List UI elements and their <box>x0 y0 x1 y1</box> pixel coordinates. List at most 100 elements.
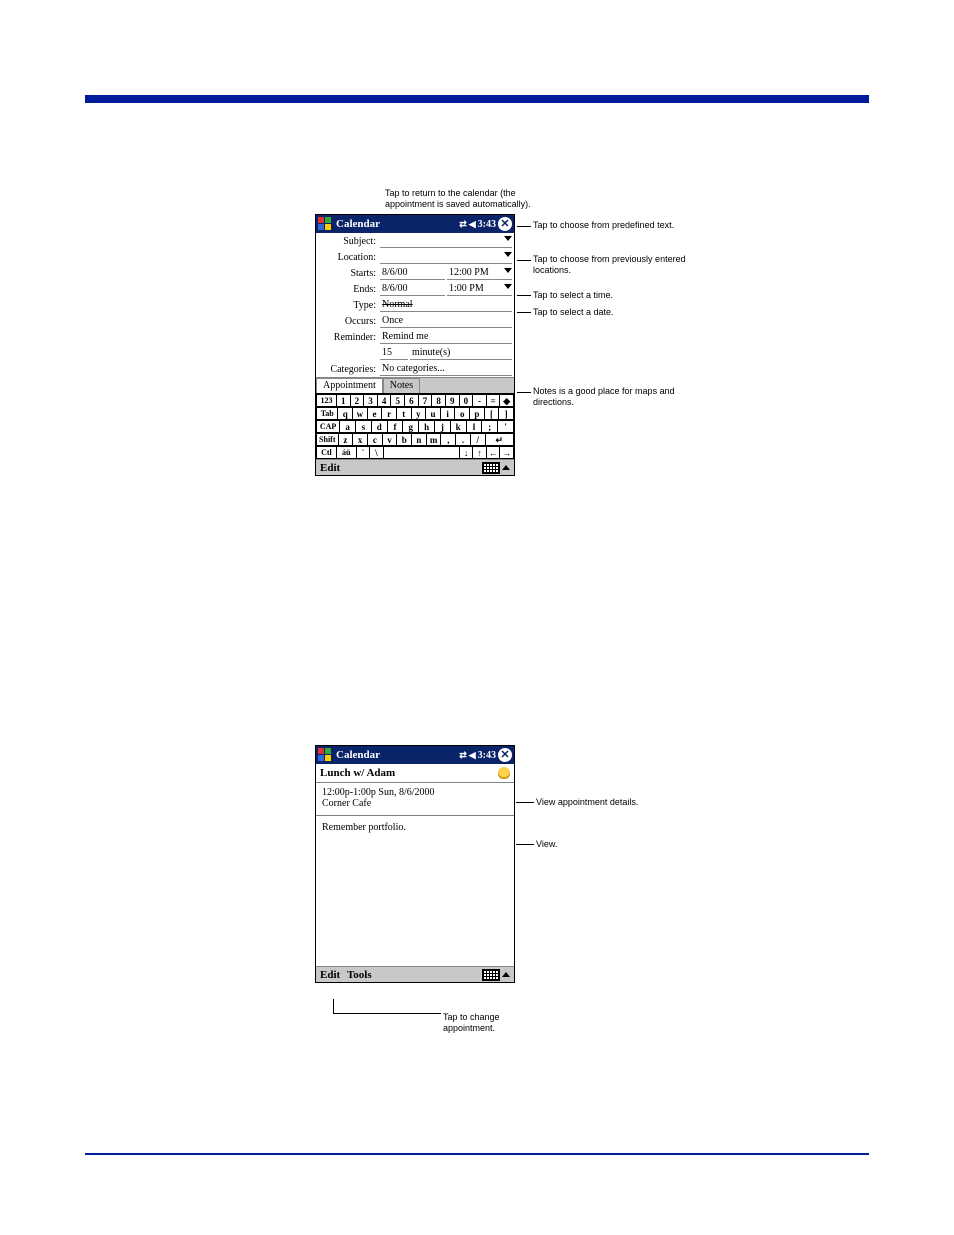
key-◆[interactable]: ◆ <box>500 394 514 407</box>
key-m[interactable]: m <box>427 433 442 446</box>
edit-menu[interactable]: Edit <box>320 969 340 981</box>
key-x[interactable]: x <box>353 433 368 446</box>
key-↵[interactable]: ↵ <box>486 433 514 446</box>
key-f[interactable]: f <box>388 420 404 433</box>
sip-keyboard-icon[interactable] <box>482 969 500 981</box>
volume-icon[interactable]: ◀ <box>469 215 476 233</box>
key-←[interactable]: ← <box>487 446 501 459</box>
key-123[interactable]: 123 <box>316 394 337 407</box>
key-g[interactable]: g <box>403 420 419 433</box>
categories-input[interactable]: No categories... <box>380 362 512 376</box>
key-0[interactable]: 0 <box>460 394 474 407</box>
key-a[interactable]: a <box>340 420 356 433</box>
reminder-qty-input[interactable]: 15 <box>380 346 408 360</box>
kbd-row-5: Ctláü`\ ↓↑←→ <box>316 446 514 459</box>
key-u[interactable]: u <box>426 407 441 420</box>
key-][interactable]: ] <box>499 407 514 420</box>
key-↑[interactable]: ↑ <box>473 446 487 459</box>
chevron-down-icon[interactable] <box>504 252 512 257</box>
key-w[interactable]: w <box>353 407 368 420</box>
key-y[interactable]: y <box>412 407 427 420</box>
ok-close-button[interactable]: ✕ <box>498 217 512 231</box>
key-`[interactable]: ` <box>357 446 371 459</box>
key-space[interactable] <box>384 446 460 459</box>
key-t[interactable]: t <box>397 407 412 420</box>
location-input[interactable] <box>380 250 512 264</box>
key-.[interactable]: . <box>456 433 471 446</box>
key-,[interactable]: , <box>441 433 456 446</box>
key-r[interactable]: r <box>382 407 397 420</box>
key-s[interactable]: s <box>356 420 372 433</box>
type-input[interactable]: Normal <box>380 298 512 312</box>
key-9[interactable]: 9 <box>446 394 460 407</box>
chevron-down-icon[interactable] <box>504 236 512 241</box>
sip-selector-arrow-icon[interactable] <box>502 972 510 977</box>
sip-keyboard-icon[interactable] <box>482 462 500 474</box>
tab-notes[interactable]: Notes <box>383 378 420 393</box>
key-z[interactable]: z <box>339 433 354 446</box>
key-→[interactable]: → <box>500 446 514 459</box>
title-text: Calendar <box>334 215 459 233</box>
key-i[interactable]: i <box>441 407 456 420</box>
separator <box>316 815 514 816</box>
clock[interactable]: 3:43 <box>478 219 496 230</box>
key-\[interactable]: \ <box>370 446 384 459</box>
key-5[interactable]: 5 <box>391 394 405 407</box>
key-q[interactable]: q <box>338 407 353 420</box>
reminder-input[interactable]: Remind me <box>380 330 512 344</box>
start-flag-icon[interactable] <box>316 215 334 233</box>
ok-close-button[interactable]: ✕ <box>498 748 512 762</box>
key-/[interactable]: / <box>471 433 486 446</box>
key-k[interactable]: k <box>451 420 467 433</box>
tools-menu[interactable]: Tools <box>347 969 372 981</box>
key-áü[interactable]: áü <box>337 446 357 459</box>
key-o[interactable]: o <box>455 407 470 420</box>
key-8[interactable]: 8 <box>432 394 446 407</box>
key-l[interactable]: l <box>467 420 483 433</box>
key-=[interactable]: = <box>487 394 501 407</box>
key-1[interactable]: 1 <box>337 394 351 407</box>
key-2[interactable]: 2 <box>351 394 365 407</box>
key-6[interactable]: 6 <box>405 394 419 407</box>
key-7[interactable]: 7 <box>419 394 433 407</box>
key-b[interactable]: b <box>397 433 412 446</box>
edit-menu[interactable]: Edit <box>320 462 340 474</box>
subject-input[interactable] <box>380 234 512 248</box>
starts-time-input[interactable]: 12:00 PM <box>447 266 512 280</box>
key-Tab[interactable]: Tab <box>316 407 338 420</box>
sip-selector-arrow-icon[interactable] <box>502 465 510 470</box>
key-Ctl[interactable]: Ctl <box>316 446 337 459</box>
starts-date-input[interactable]: 8/6/00 <box>380 266 445 280</box>
connectivity-icon[interactable]: ⇄ <box>459 215 467 233</box>
appointment-when: 12:00p-1:00p Sun, 8/6/2000 <box>322 787 508 798</box>
occurs-input[interactable]: Once <box>380 314 512 328</box>
key-4[interactable]: 4 <box>378 394 392 407</box>
key-CAP[interactable]: CAP <box>316 420 340 433</box>
clock[interactable]: 3:43 <box>478 750 496 761</box>
key-↓[interactable]: ↓ <box>460 446 474 459</box>
key-[[interactable]: [ <box>485 407 500 420</box>
key-d[interactable]: d <box>372 420 388 433</box>
start-flag-icon[interactable] <box>316 746 334 764</box>
key-c[interactable]: c <box>368 433 383 446</box>
key-e[interactable]: e <box>368 407 383 420</box>
reminder-unit-input[interactable]: minute(s) <box>410 346 512 360</box>
key--[interactable]: - <box>473 394 487 407</box>
key-3[interactable]: 3 <box>364 394 378 407</box>
chevron-down-icon[interactable] <box>504 268 512 273</box>
key-p[interactable]: p <box>470 407 485 420</box>
ends-time-input[interactable]: 1:00 PM <box>447 282 512 296</box>
volume-icon[interactable]: ◀ <box>469 746 476 764</box>
key-h[interactable]: h <box>419 420 435 433</box>
connectivity-icon[interactable]: ⇄ <box>459 746 467 764</box>
chevron-down-icon[interactable] <box>504 284 512 289</box>
ends-date-input[interactable]: 8/6/00 <box>380 282 445 296</box>
tab-appointment[interactable]: Appointment <box>316 378 383 393</box>
key-j[interactable]: j <box>435 420 451 433</box>
key-v[interactable]: v <box>383 433 398 446</box>
key-'[interactable]: ' <box>498 420 514 433</box>
key-Shift[interactable]: Shift <box>316 433 339 446</box>
kbd-row-3: CAPasdfghjkl;' <box>316 420 514 433</box>
key-n[interactable]: n <box>412 433 427 446</box>
key-;[interactable]: ; <box>482 420 498 433</box>
